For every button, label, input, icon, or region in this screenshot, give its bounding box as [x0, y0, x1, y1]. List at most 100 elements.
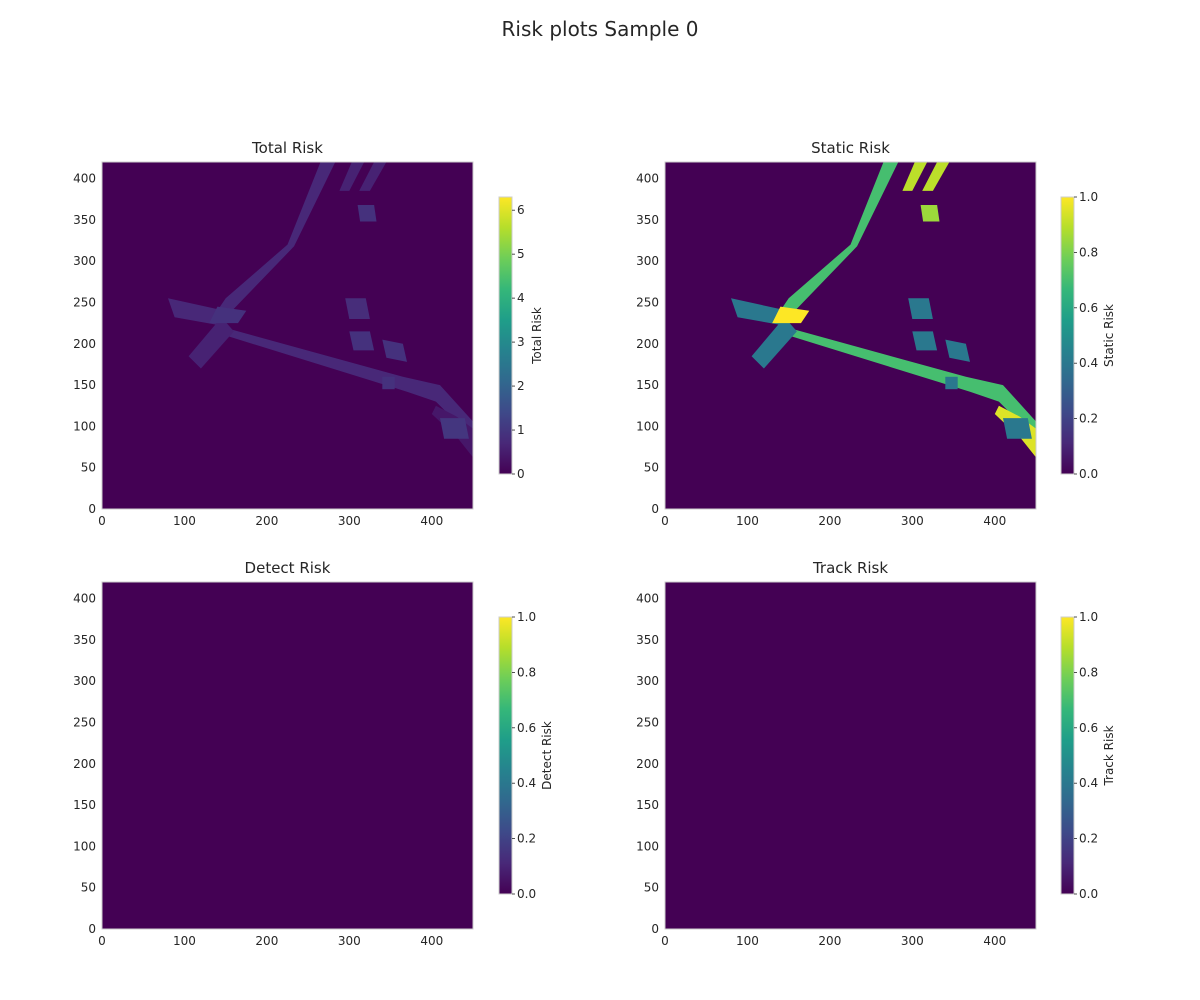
heatmap-region-14 [945, 376, 958, 390]
x-tick-label: 0 [661, 934, 669, 948]
colorbar-gradient [498, 196, 513, 475]
heatmap-region-10 [349, 331, 375, 351]
heatmap-region-12 [440, 418, 469, 439]
axes-frame [101, 161, 474, 510]
x-tick-label: 100 [736, 934, 759, 948]
heatmap-background [665, 162, 1036, 509]
y-tick-label: 200 [636, 337, 659, 351]
y-tick-label: 50 [81, 881, 96, 895]
y-tick-label: 0 [651, 502, 659, 516]
colorbar: 0.0 0.2 0.4 0.6 0.8 1.0 Detect Risk [498, 610, 554, 901]
heatmap-region-10 [912, 331, 938, 351]
axes-frame [664, 161, 1037, 510]
heatmap-region-4 [920, 205, 940, 222]
y-tick-label: 200 [73, 337, 96, 351]
heatmap-region-14 [382, 376, 395, 390]
y-tick-label: 300 [636, 674, 659, 688]
y-tick-label: 0 [88, 922, 96, 936]
y-tick-label: 50 [644, 461, 659, 475]
heatmap-region-13 [908, 298, 933, 319]
colorbar-tick-label: 0.8 [517, 665, 536, 679]
y-tick-label: 200 [73, 757, 96, 771]
y-tick-label: 150 [636, 378, 659, 392]
colorbar-tick-label: 0.6 [1079, 721, 1098, 735]
y-tick-label: 100 [636, 419, 659, 433]
y-tick-label: 250 [73, 295, 96, 309]
colorbar-tick-label: 1.0 [1079, 190, 1098, 204]
heatmap-region-8 [772, 306, 810, 324]
x-tick-label: 400 [983, 934, 1006, 948]
colorbar-tick-label: 0 [517, 467, 525, 481]
heatmap-region-3 [359, 162, 387, 191]
y-tick-label: 150 [73, 798, 96, 812]
subplot-title: Detect Risk [245, 559, 331, 577]
subplot-title: Total Risk [251, 139, 323, 157]
heatmap-region-7 [188, 317, 234, 369]
x-tick-label: 100 [173, 514, 196, 528]
x-tick-label: 100 [173, 934, 196, 948]
y-tick-label: 100 [73, 419, 96, 433]
y-tick-label: 300 [73, 674, 96, 688]
subplot-4: Track Risk 0 100 200 300 400 0 50 100 150 200 250 30… [636, 559, 1116, 948]
colorbar-tick-label: 0.0 [1079, 887, 1098, 901]
colorbar-label: Static Risk [1102, 304, 1116, 367]
y-tick-label: 300 [73, 254, 96, 268]
colorbar-gradient [498, 616, 513, 895]
heatmap-region-1 [774, 162, 899, 319]
heatmap-region-2 [902, 162, 928, 191]
x-tick-label: 0 [98, 934, 106, 948]
x-tick-label: 0 [98, 514, 106, 528]
colorbar: 0 1 2 3 4 5 6 Total Risk [498, 196, 544, 481]
y-tick-label: 250 [636, 715, 659, 729]
colorbar-tick-label: 0.4 [517, 776, 536, 790]
heatmap-region-1 [211, 162, 336, 319]
y-tick-label: 50 [81, 461, 96, 475]
heatmap-background [102, 582, 473, 929]
heatmap-region-11 [382, 339, 407, 362]
y-tick-label: 150 [636, 798, 659, 812]
colorbar-gradient [1060, 196, 1075, 475]
x-tick-label: 300 [338, 514, 361, 528]
heatmap-region-13 [345, 298, 370, 319]
heatmap-region-2 [339, 162, 365, 191]
heatmap-region-7 [751, 317, 797, 369]
y-tick-label: 50 [644, 881, 659, 895]
y-tick-label: 400 [73, 172, 96, 186]
colorbar-tick-label: 0.2 [1079, 412, 1098, 426]
y-tick-label: 250 [636, 295, 659, 309]
heatmap-region-8 [209, 306, 247, 324]
y-tick-label: 350 [73, 213, 96, 227]
colorbar-tick-label: 1.0 [517, 610, 536, 624]
y-tick-label: 100 [73, 839, 96, 853]
colorbar-tick-label: 0.2 [517, 832, 536, 846]
y-tick-label: 350 [636, 633, 659, 647]
colorbar-tick-label: 2 [517, 379, 525, 393]
y-tick-label: 0 [651, 922, 659, 936]
colorbar-tick-label: 0.0 [517, 887, 536, 901]
x-tick-label: 200 [818, 514, 841, 528]
colorbar-gradient [1060, 616, 1075, 895]
y-tick-label: 350 [73, 633, 96, 647]
x-tick-label: 400 [983, 514, 1006, 528]
y-tick-label: 400 [636, 172, 659, 186]
subplot-3: Detect Risk 0 100 200 300 400 0 50 100 150 200 250 3… [73, 559, 554, 948]
colorbar-tick-label: 0.4 [1079, 356, 1098, 370]
axes-frame [101, 581, 474, 930]
colorbar-tick-label: 0.4 [1079, 776, 1098, 790]
x-tick-label: 200 [818, 934, 841, 948]
heatmap-region-3 [922, 162, 950, 191]
heatmap-region-11 [945, 339, 970, 362]
colorbar-tick-label: 0.6 [517, 721, 536, 735]
colorbar-tick-label: 1 [517, 423, 525, 437]
y-tick-label: 300 [636, 254, 659, 268]
x-tick-label: 200 [255, 934, 278, 948]
x-tick-label: 0 [661, 514, 669, 528]
x-tick-label: 300 [901, 514, 924, 528]
x-tick-label: 300 [901, 934, 924, 948]
colorbar: 0.0 0.2 0.4 0.6 0.8 1.0 Static Risk [1060, 190, 1116, 481]
colorbar-tick-label: 0.0 [1079, 467, 1098, 481]
colorbar-tick-label: 6 [517, 203, 525, 217]
subplot-title: Static Risk [811, 139, 890, 157]
axes-frame [664, 581, 1037, 930]
